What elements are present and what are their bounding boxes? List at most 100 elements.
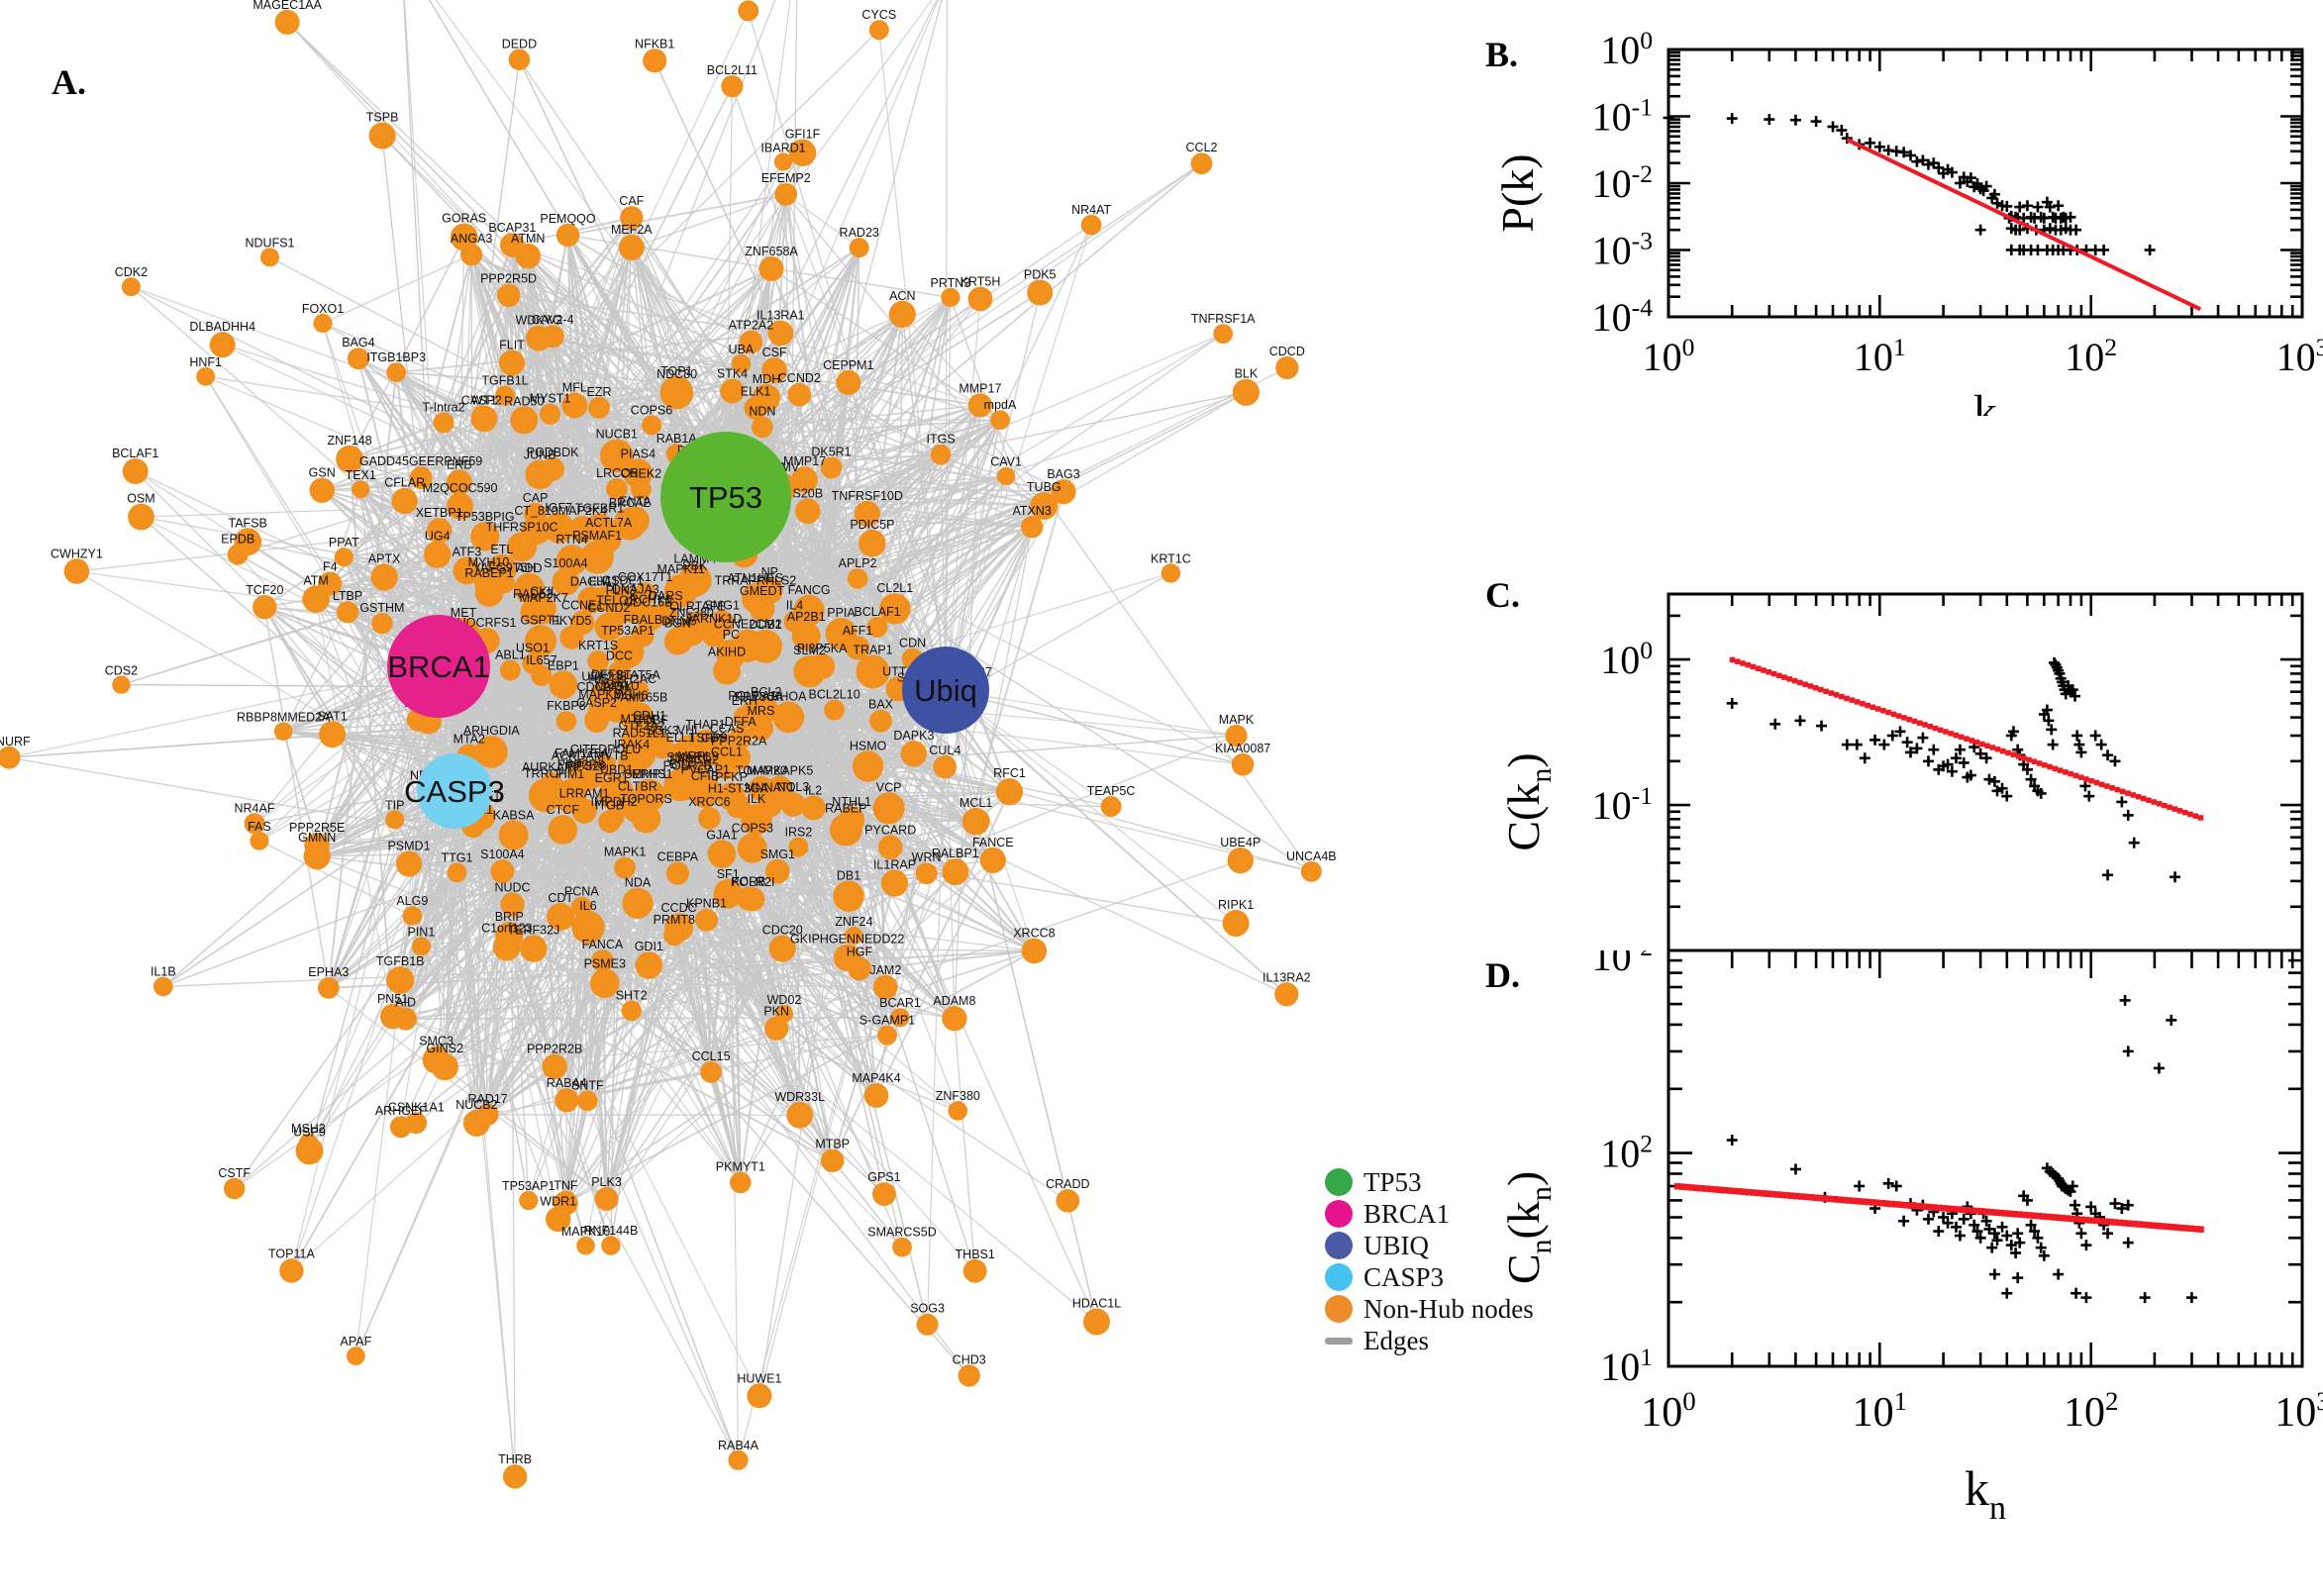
network-node[interactable] xyxy=(584,708,609,733)
network-node[interactable] xyxy=(1222,910,1250,937)
network-node[interactable] xyxy=(499,659,521,681)
network-node[interactable] xyxy=(347,1347,365,1365)
network-node[interactable] xyxy=(260,248,279,267)
network-node[interactable] xyxy=(707,840,737,868)
network-node[interactable] xyxy=(522,516,552,546)
network-node[interactable] xyxy=(302,585,330,613)
network-node[interactable] xyxy=(352,480,370,499)
network-node[interactable] xyxy=(780,792,806,817)
network-node[interactable] xyxy=(791,466,818,493)
network-node[interactable] xyxy=(409,466,433,490)
network-node[interactable] xyxy=(942,858,969,886)
network-node[interactable] xyxy=(571,910,605,945)
network-node[interactable] xyxy=(749,629,782,663)
network-node[interactable] xyxy=(548,815,578,845)
panel-d-plot[interactable]: 10-2102101100101102103Cn(kn)kn xyxy=(1465,927,2323,1584)
network-node[interactable] xyxy=(279,1258,304,1283)
network-node[interactable] xyxy=(498,349,526,376)
network-node[interactable] xyxy=(933,754,958,779)
network-node[interactable] xyxy=(453,556,481,585)
network-node[interactable] xyxy=(433,412,454,434)
network-node[interactable] xyxy=(731,353,752,374)
network-node[interactable] xyxy=(542,1053,567,1080)
network-node[interactable] xyxy=(915,862,938,885)
network-node[interactable] xyxy=(702,623,726,648)
network-node[interactable] xyxy=(877,835,903,859)
network-node[interactable] xyxy=(395,850,423,877)
network-node[interactable] xyxy=(385,810,405,830)
network-node[interactable] xyxy=(872,792,905,825)
network-node[interactable] xyxy=(1051,479,1076,505)
network-node[interactable] xyxy=(590,968,620,998)
network-node[interactable] xyxy=(576,1236,595,1255)
network-node[interactable] xyxy=(405,1112,428,1135)
network-node[interactable] xyxy=(854,500,880,527)
network-node[interactable] xyxy=(877,1025,897,1046)
network-node[interactable] xyxy=(274,9,300,35)
network-node[interactable] xyxy=(533,602,555,625)
network-node[interactable] xyxy=(112,675,131,694)
network-node[interactable] xyxy=(128,503,154,531)
network-node[interactable] xyxy=(736,886,761,911)
network-node[interactable] xyxy=(336,445,363,473)
network-node[interactable] xyxy=(553,779,587,813)
network-node[interactable] xyxy=(462,1110,490,1137)
network-node[interactable] xyxy=(637,604,664,632)
network-node[interactable] xyxy=(730,1171,752,1194)
panel-c-plot[interactable]: 100 10-1 C(kn) xyxy=(1465,554,2323,970)
network-node[interactable] xyxy=(824,699,845,721)
hub-node-tp53[interactable] xyxy=(660,432,791,562)
network-node[interactable] xyxy=(427,518,453,544)
network-node[interactable] xyxy=(1227,847,1254,874)
network-node[interactable] xyxy=(556,545,588,576)
network-node[interactable] xyxy=(498,820,529,850)
network-node[interactable] xyxy=(1030,492,1059,520)
network-node[interactable] xyxy=(621,791,654,824)
network-node[interactable] xyxy=(1161,563,1181,583)
network-node[interactable] xyxy=(942,1005,967,1032)
network-node[interactable] xyxy=(587,650,609,672)
network-node[interactable] xyxy=(227,544,249,565)
network-node[interactable] xyxy=(318,977,340,999)
network-node[interactable] xyxy=(741,803,772,836)
network-node[interactable] xyxy=(995,778,1024,806)
network-node[interactable] xyxy=(63,558,90,584)
network-node[interactable] xyxy=(510,406,539,435)
network-node[interactable] xyxy=(847,956,871,981)
network-node[interactable] xyxy=(555,1088,579,1113)
network-node[interactable] xyxy=(1275,355,1299,380)
network-node[interactable] xyxy=(1225,724,1248,748)
network-node[interactable] xyxy=(866,616,888,638)
network-node[interactable] xyxy=(961,807,990,836)
network-node[interactable] xyxy=(856,654,890,689)
network-node[interactable] xyxy=(737,833,767,863)
network-node[interactable] xyxy=(674,735,704,763)
network-node[interactable] xyxy=(531,664,553,687)
network-node[interactable] xyxy=(700,1061,722,1083)
network-node[interactable] xyxy=(1056,1189,1080,1213)
network-node[interactable] xyxy=(1027,279,1054,306)
network-node[interactable] xyxy=(740,701,765,727)
network-node[interactable] xyxy=(607,595,635,624)
network-node[interactable] xyxy=(836,369,861,395)
network-node[interactable] xyxy=(470,522,500,551)
network-node[interactable] xyxy=(773,152,793,171)
network-node[interactable] xyxy=(767,320,794,347)
network-node[interactable] xyxy=(614,856,636,879)
network-node[interactable] xyxy=(556,223,580,248)
network-node[interactable] xyxy=(591,949,614,972)
network-node[interactable] xyxy=(1300,860,1322,882)
network-node[interactable] xyxy=(720,378,745,404)
network-node[interactable] xyxy=(224,1177,246,1200)
network-node[interactable] xyxy=(386,966,415,994)
network-node[interactable] xyxy=(690,774,721,805)
network-node[interactable] xyxy=(472,405,491,424)
network-node[interactable] xyxy=(715,756,739,780)
network-node[interactable] xyxy=(821,1148,845,1173)
network-node[interactable] xyxy=(122,458,149,484)
network-node[interactable] xyxy=(1083,1308,1110,1336)
network-node[interactable] xyxy=(371,612,393,635)
network-node[interactable] xyxy=(958,1364,980,1387)
network-node[interactable] xyxy=(547,903,575,931)
network-node[interactable] xyxy=(820,456,843,479)
